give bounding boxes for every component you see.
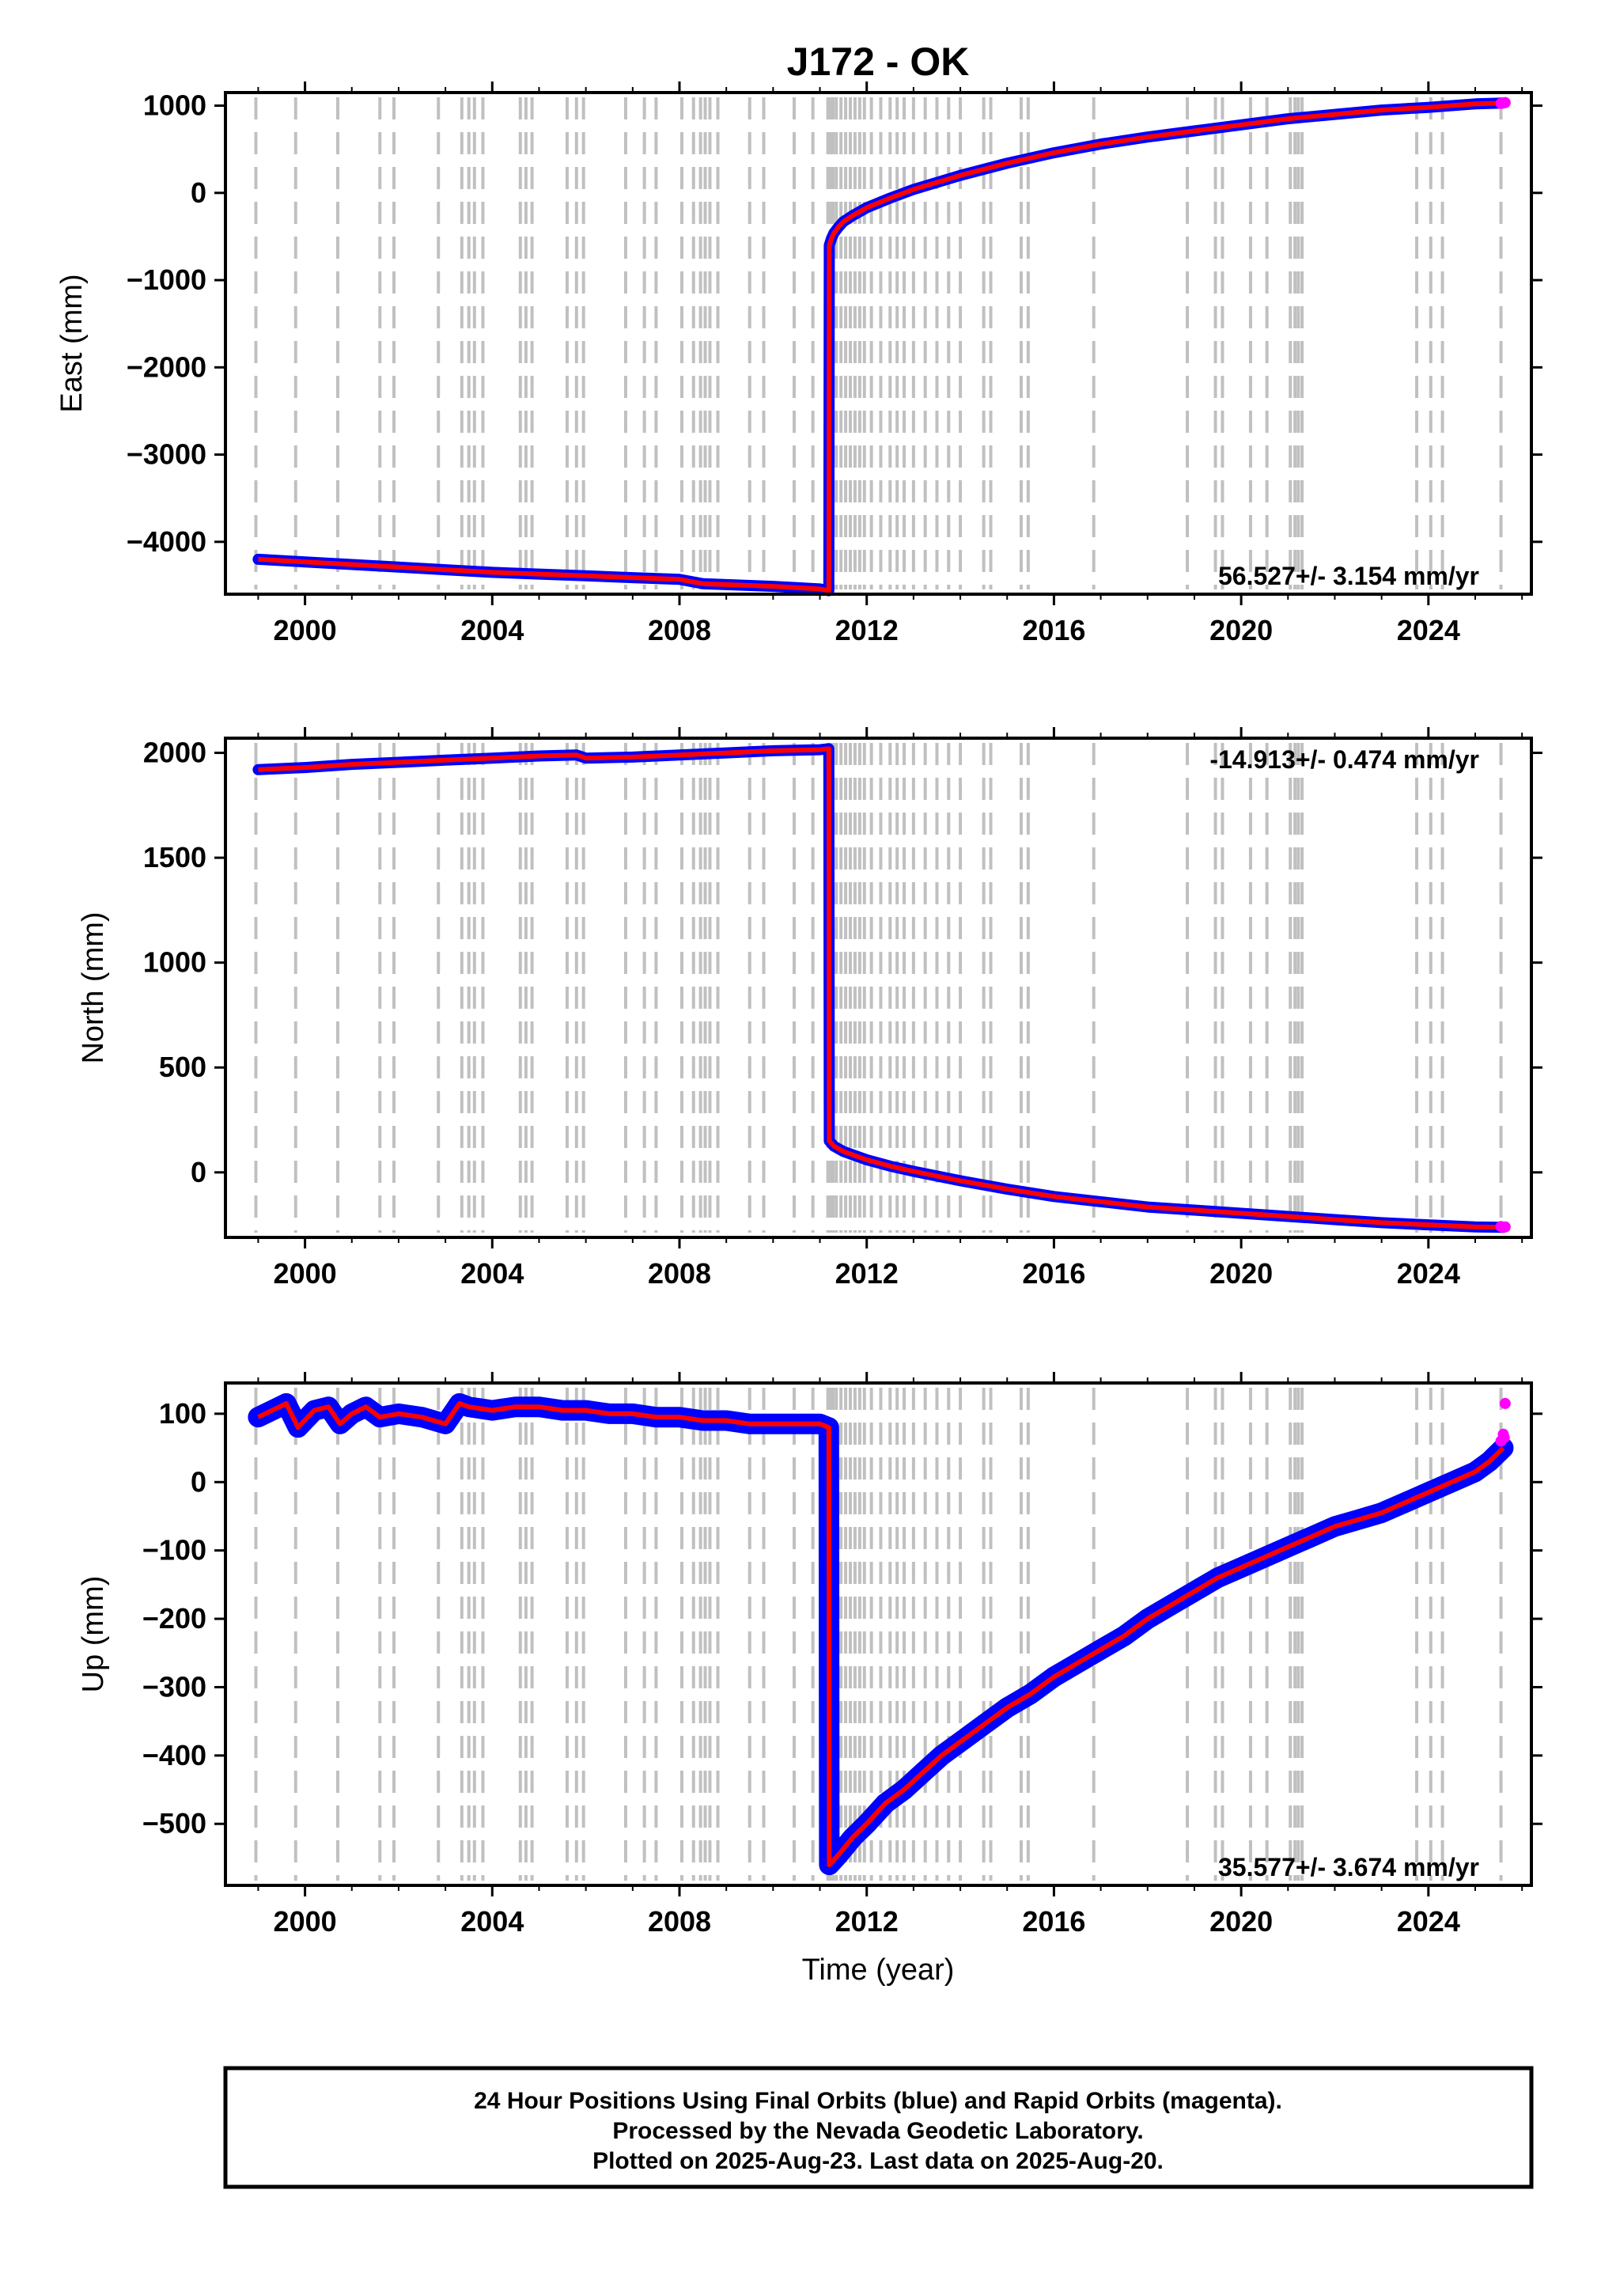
x-tick-label: 2004 xyxy=(460,614,524,646)
y-tick-label: −300 xyxy=(142,1670,206,1703)
x-tick-label: 2020 xyxy=(1209,1257,1273,1290)
caption-line-1: 24 Hour Positions Using Final Orbits (bl… xyxy=(474,2088,1282,2114)
x-tick-label: 2012 xyxy=(835,614,899,646)
y-tick-label: −3000 xyxy=(127,438,206,471)
y-tick-label: 1500 xyxy=(143,841,206,873)
rapid-orbit-point xyxy=(1499,1397,1511,1409)
y-tick-label: 1000 xyxy=(143,89,206,122)
y-tick-label: 0 xyxy=(191,1465,206,1498)
y-axis-label-east: East (mm) xyxy=(55,274,89,412)
rate-annotation-up: 35.577+/- 3.674 mm/yr xyxy=(1218,1853,1479,1881)
model-fit-line-north xyxy=(258,746,1504,1230)
y-tick-label: 0 xyxy=(191,1156,206,1188)
y-tick-label: 1000 xyxy=(143,946,206,979)
east-panel: 1000 0 −1000 −2000 −3000 −4000 2000 2004 2008 201… xyxy=(55,81,1542,646)
x-tick-label: 2016 xyxy=(1022,614,1085,646)
x-axis-label: Time (year) xyxy=(802,1953,955,1987)
y-axis-label-up: Up (mm) xyxy=(77,1576,110,1693)
caption-line-2: Processed by the Nevada Geodetic Laborat… xyxy=(612,2118,1143,2144)
x-tick-label: 2008 xyxy=(648,614,711,646)
x-tick-label: 2004 xyxy=(460,1905,524,1938)
x-tick-label: 2020 xyxy=(1209,1905,1273,1938)
north-panel: 2000 1500 1000 500 0 2000 2004 2008 2012 2016 2020… xyxy=(77,727,1542,1290)
x-tick-label: 2024 xyxy=(1397,614,1460,646)
y-tick-label: 0 xyxy=(191,176,206,209)
rate-annotation-north: -14.913+/- 0.474 mm/yr xyxy=(1209,745,1479,774)
rate-annotation-east: 56.527+/- 3.154 mm/yr xyxy=(1218,562,1479,590)
x-tick-label: 2012 xyxy=(835,1905,899,1938)
x-tick-label: 2008 xyxy=(648,1257,711,1290)
x-tick-label: 2000 xyxy=(274,1905,337,1938)
y-tick-label: −4000 xyxy=(127,525,206,558)
y-tick-label: −400 xyxy=(142,1739,206,1771)
x-tick-label: 2024 xyxy=(1397,1905,1460,1938)
x-tick-label: 2000 xyxy=(274,1257,337,1290)
x-tick-label: 2020 xyxy=(1209,614,1273,646)
y-tick-label: 2000 xyxy=(143,737,206,769)
model-fit-line-up xyxy=(257,1400,1505,1868)
x-tick-label: 2016 xyxy=(1022,1905,1085,1938)
y-tick-label: −200 xyxy=(142,1602,206,1635)
x-tick-label: 2012 xyxy=(835,1257,899,1290)
y-tick-label: −100 xyxy=(142,1534,206,1567)
y-tick-label: −2000 xyxy=(127,350,206,383)
rapid-orbit-point xyxy=(1499,97,1511,108)
x-tick-label: 2004 xyxy=(460,1257,524,1290)
rapid-orbit-point xyxy=(1499,1221,1511,1233)
x-tick-label: 2016 xyxy=(1022,1257,1085,1290)
x-tick-label: 2008 xyxy=(648,1905,711,1938)
y-axis-label-north: North (mm) xyxy=(77,911,110,1063)
model-fit-line-east xyxy=(258,100,1504,593)
y-tick-label: −1000 xyxy=(127,263,206,296)
plot-frame-north xyxy=(224,737,1533,1239)
up-panel: 100 0 −100 −200 −300 −400 −500 2000 2004 2008 2012… xyxy=(77,1372,1542,1938)
y-tick-label: 500 xyxy=(159,1051,206,1083)
y-tick-label: 100 xyxy=(159,1397,206,1430)
y-tick-label: −500 xyxy=(142,1807,206,1839)
plot-frame-east xyxy=(224,91,1533,596)
plot-frame-up xyxy=(224,1381,1533,1887)
caption-box: 24 Hour Positions Using Final Orbits (bl… xyxy=(223,2066,1534,2189)
x-tick-label: 2024 xyxy=(1397,1257,1460,1290)
rapid-orbit-point xyxy=(1498,1432,1510,1444)
x-tick-label: 2000 xyxy=(274,614,337,646)
chart-title: J172 - OK xyxy=(787,40,970,84)
caption-line-3: Plotted on 2025-Aug-23. Last data on 202… xyxy=(592,2148,1164,2174)
